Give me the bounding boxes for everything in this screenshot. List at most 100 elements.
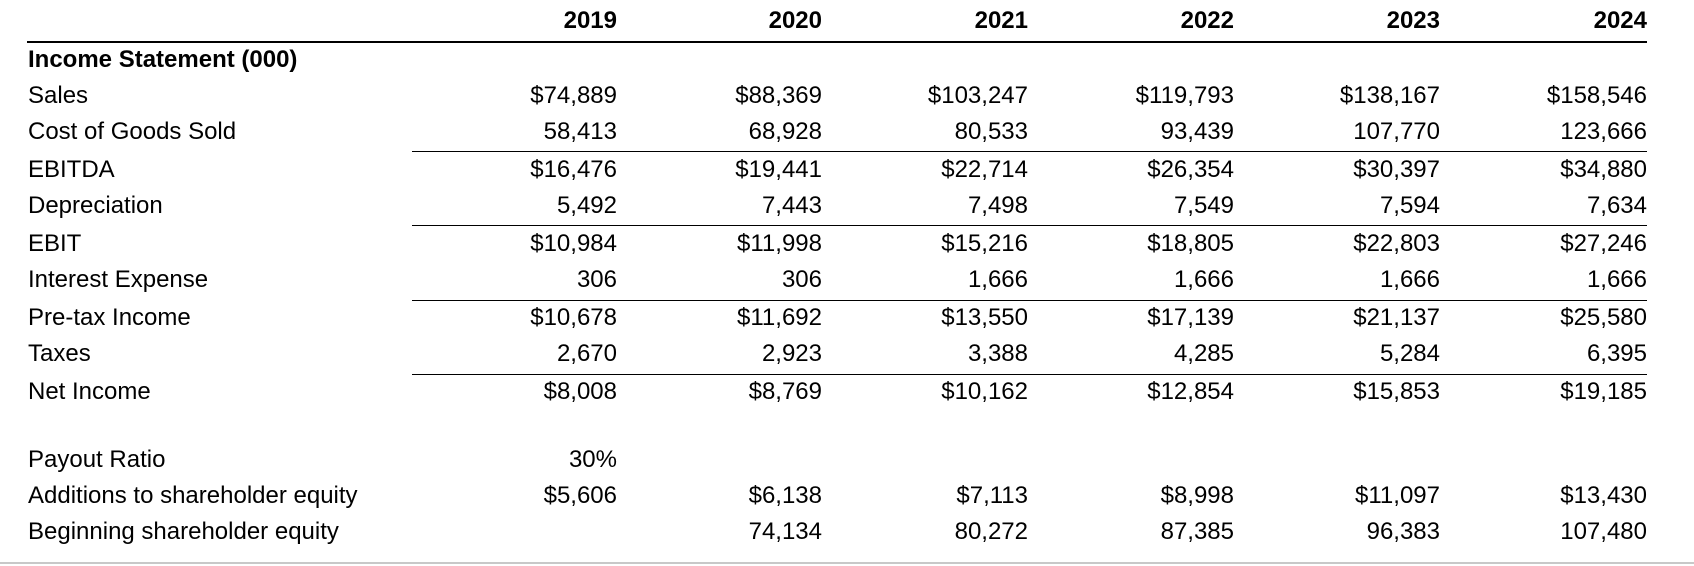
cell-2021[interactable]: $103,247 xyxy=(927,82,1028,109)
cell-2022[interactable]: 1,666 xyxy=(1173,266,1234,293)
cell-2021[interactable]: $13,550 xyxy=(941,304,1028,331)
cell-2022[interactable]: $17,139 xyxy=(1147,304,1234,331)
row-label: Cost of Goods Sold xyxy=(28,118,237,145)
row-label: Additions to shareholder equity xyxy=(28,482,358,509)
cell-2020[interactable]: 2,923 xyxy=(761,340,822,367)
cell-2020[interactable]: $88,369 xyxy=(735,82,822,109)
cell-2024[interactable]: 1,666 xyxy=(1586,266,1647,293)
year-header-2019: 2019 xyxy=(563,7,617,34)
cell-2024[interactable]: $27,246 xyxy=(1560,230,1647,257)
cell-2019[interactable]: $10,678 xyxy=(530,304,617,331)
cell-2019[interactable]: $10,984 xyxy=(530,230,617,257)
year-header-2024: 2024 xyxy=(1593,7,1647,34)
cell-2022[interactable]: 7,549 xyxy=(1173,192,1234,219)
row-ebit: EBIT $10,984 $11,998 $15,216 $18,805 $22,803 $… xyxy=(0,226,1694,262)
cell-2023[interactable]: $30,397 xyxy=(1353,156,1440,183)
cell-2019[interactable]: 5,492 xyxy=(556,192,617,219)
cell-2021[interactable]: 80,533 xyxy=(954,118,1028,145)
cell-2022[interactable]: $12,854 xyxy=(1147,378,1234,405)
row-interest-expense: Interest Expense 306 306 1,666 1,666 1,666 1,6… xyxy=(0,262,1694,298)
cell-2022[interactable]: 4,285 xyxy=(1173,340,1234,367)
bottom-divider xyxy=(0,562,1694,564)
row-label: Payout Ratio xyxy=(28,446,166,473)
cell-2020[interactable]: 306 xyxy=(781,266,822,293)
row-label: Interest Expense xyxy=(28,266,209,293)
cell-2023[interactable]: $22,803 xyxy=(1353,230,1440,257)
row-label: EBITDA xyxy=(28,156,115,183)
row-additions-to-shareholder-equity: Additions to shareholder equity $5,606 $6,… xyxy=(0,478,1694,514)
row-label: Beginning shareholder equity xyxy=(28,518,339,545)
cell-2019[interactable]: $16,476 xyxy=(530,156,617,183)
cell-2024[interactable]: 107,480 xyxy=(1560,518,1647,545)
row-sales: Sales $74,889 $88,369 $103,247 $119,793 $138,… xyxy=(0,78,1694,114)
cell-2024[interactable]: 7,634 xyxy=(1586,192,1647,219)
subtotal-rule xyxy=(412,374,1647,375)
cell-2020[interactable]: $11,998 xyxy=(737,230,822,257)
cell-2022[interactable]: 93,439 xyxy=(1160,118,1234,145)
cell-2020[interactable]: $19,441 xyxy=(735,156,822,183)
cell-2021[interactable]: 1,666 xyxy=(967,266,1028,293)
cell-2023[interactable]: 96,383 xyxy=(1366,518,1440,545)
row-label: EBIT xyxy=(28,230,82,257)
row-beginning-shareholder-equity: Beginning shareholder equity 74,134 80,272… xyxy=(0,514,1694,550)
cell-2022[interactable]: $8,998 xyxy=(1160,482,1234,509)
cell-2024[interactable]: $25,580 xyxy=(1560,304,1647,331)
cell-2023[interactable]: 107,770 xyxy=(1353,118,1440,145)
cell-2020[interactable]: $11,692 xyxy=(737,304,822,331)
cell-2023[interactable]: $11,097 xyxy=(1355,482,1440,509)
row-label: Net Income xyxy=(28,378,151,405)
cell-2024[interactable]: $19,185 xyxy=(1560,378,1647,405)
year-header-2023: 2023 xyxy=(1386,7,1440,34)
header-underline xyxy=(27,41,1647,43)
row-pre-tax-income: Pre-tax Income $10,678 $11,692 $13,550 $17,1… xyxy=(0,300,1694,336)
cell-2021[interactable]: 7,498 xyxy=(967,192,1028,219)
row-payout-ratio: Payout Ratio 30% xyxy=(0,442,1694,478)
cell-2019[interactable]: $5,606 xyxy=(543,482,617,509)
cell-2022[interactable]: $26,354 xyxy=(1147,156,1234,183)
cell-2024[interactable]: $158,546 xyxy=(1546,82,1647,109)
cell-2019[interactable]: $8,008 xyxy=(543,378,617,405)
cell-2022[interactable]: 87,385 xyxy=(1160,518,1234,545)
cell-2021[interactable]: $22,714 xyxy=(941,156,1028,183)
cell-2020[interactable]: 74,134 xyxy=(748,518,822,545)
year-header-2021: 2021 xyxy=(974,7,1028,34)
cell-2019[interactable]: 58,413 xyxy=(543,118,617,145)
cell-2019[interactable]: 306 xyxy=(576,266,617,293)
cell-2021[interactable]: $15,216 xyxy=(941,230,1028,257)
cell-2021[interactable]: 80,272 xyxy=(954,518,1028,545)
cell-2024[interactable]: $34,880 xyxy=(1560,156,1647,183)
year-header-2022: 2022 xyxy=(1180,7,1234,34)
cell-2023[interactable]: $138,167 xyxy=(1339,82,1440,109)
row-cost-of-goods-sold: Cost of Goods Sold 58,413 68,928 80,533 93,4… xyxy=(0,114,1694,150)
cell-2022[interactable]: $18,805 xyxy=(1147,230,1234,257)
cell-2021[interactable]: $10,162 xyxy=(941,378,1028,405)
cell-2019[interactable]: $74,889 xyxy=(530,82,617,109)
cell-2023[interactable]: 5,284 xyxy=(1379,340,1440,367)
cell-2020[interactable]: $6,138 xyxy=(748,482,822,509)
cell-2020[interactable]: 68,928 xyxy=(748,118,822,145)
cell-2022[interactable]: $119,793 xyxy=(1135,82,1234,109)
subtotal-rule xyxy=(412,300,1647,301)
cell-2023[interactable]: $15,853 xyxy=(1353,378,1440,405)
cell-2019[interactable]: 2,670 xyxy=(556,340,617,367)
cell-2023[interactable]: 1,666 xyxy=(1379,266,1440,293)
cell-2024[interactable]: $13,430 xyxy=(1560,482,1647,509)
cell-2021[interactable]: $7,113 xyxy=(956,482,1028,509)
year-header-2020: 2020 xyxy=(768,7,822,34)
cell-2024[interactable]: 6,395 xyxy=(1586,340,1647,367)
cell-2021[interactable]: 3,388 xyxy=(967,340,1028,367)
cell-2020[interactable]: 7,443 xyxy=(761,192,822,219)
cell-2020[interactable]: $8,769 xyxy=(748,378,822,405)
cell-2019[interactable]: 30% xyxy=(568,446,617,473)
subtotal-rule xyxy=(412,151,1647,152)
row-taxes: Taxes 2,670 2,923 3,388 4,285 5,284 6,395 xyxy=(0,336,1694,372)
row-label: Sales xyxy=(28,82,89,109)
cell-2024[interactable]: 123,666 xyxy=(1560,118,1647,145)
cell-2023[interactable]: 7,594 xyxy=(1379,192,1440,219)
row-label: Taxes xyxy=(28,340,91,367)
row-ebitda: EBITDA $16,476 $19,441 $22,714 $26,354 $30,39… xyxy=(0,152,1694,188)
row-label: Pre-tax Income xyxy=(28,304,191,331)
cell-2023[interactable]: $21,137 xyxy=(1353,304,1440,331)
subtotal-rule xyxy=(412,225,1647,226)
